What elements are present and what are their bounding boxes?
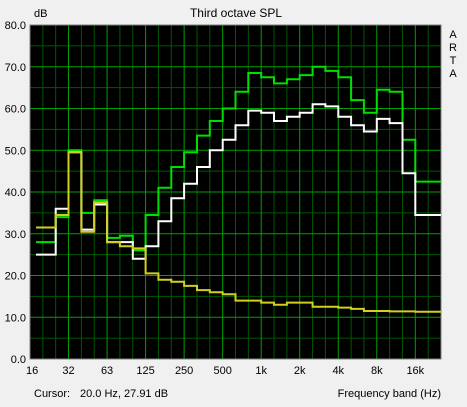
plot-frame <box>29 24 442 360</box>
series-layer <box>36 65 441 313</box>
y-tick-label: 10.0 <box>5 312 26 324</box>
x-tick-labels: 16 32 63 125 250 500 1k 2k 4k 8k 16k <box>26 365 425 377</box>
brand-letter: A <box>449 68 457 80</box>
x-axis-label: Frequency band (Hz) <box>338 388 441 400</box>
x-tick-label: 16k <box>406 365 424 377</box>
y-tick-label: 50.0 <box>5 145 26 157</box>
x-tick-label: 500 <box>213 365 231 377</box>
y-tick-label: 60.0 <box>5 104 26 116</box>
y-tick-label: 70.0 <box>5 62 26 74</box>
x-tick-label: 63 <box>101 365 113 377</box>
x-tick-label: 32 <box>62 365 74 377</box>
brand-letter: T <box>450 55 457 67</box>
y-axis-label: dB <box>34 8 47 20</box>
y-tick-label: 0.0 <box>11 354 26 366</box>
y-tick-label: 20.0 <box>5 271 26 283</box>
y-tick-label: 30.0 <box>5 229 26 241</box>
y-tick-labels: 0.0 10.0 20.0 30.0 40.0 50.0 60.0 70.0 80.0 <box>5 20 26 366</box>
brand-letter: R <box>449 42 457 54</box>
y-tick-label: 40.0 <box>5 187 26 199</box>
cursor-label: Cursor: <box>34 388 70 400</box>
x-tick-label: 4k <box>332 365 344 377</box>
x-tick-label: 1k <box>255 365 267 377</box>
series-line-2 <box>36 151 441 313</box>
x-tick-label: 16 <box>26 365 38 377</box>
y-tick-label: 80.0 <box>5 20 26 32</box>
x-tick-label: 250 <box>175 365 193 377</box>
x-tick-label: 125 <box>136 365 154 377</box>
x-tick-label: 2k <box>294 365 306 377</box>
x-tick-label: 8k <box>371 365 383 377</box>
cursor-readout: 20.0 Hz, 27.91 dB <box>80 388 168 400</box>
chart-title: Third octave SPL <box>190 6 282 20</box>
brand-letter: A <box>449 29 457 41</box>
